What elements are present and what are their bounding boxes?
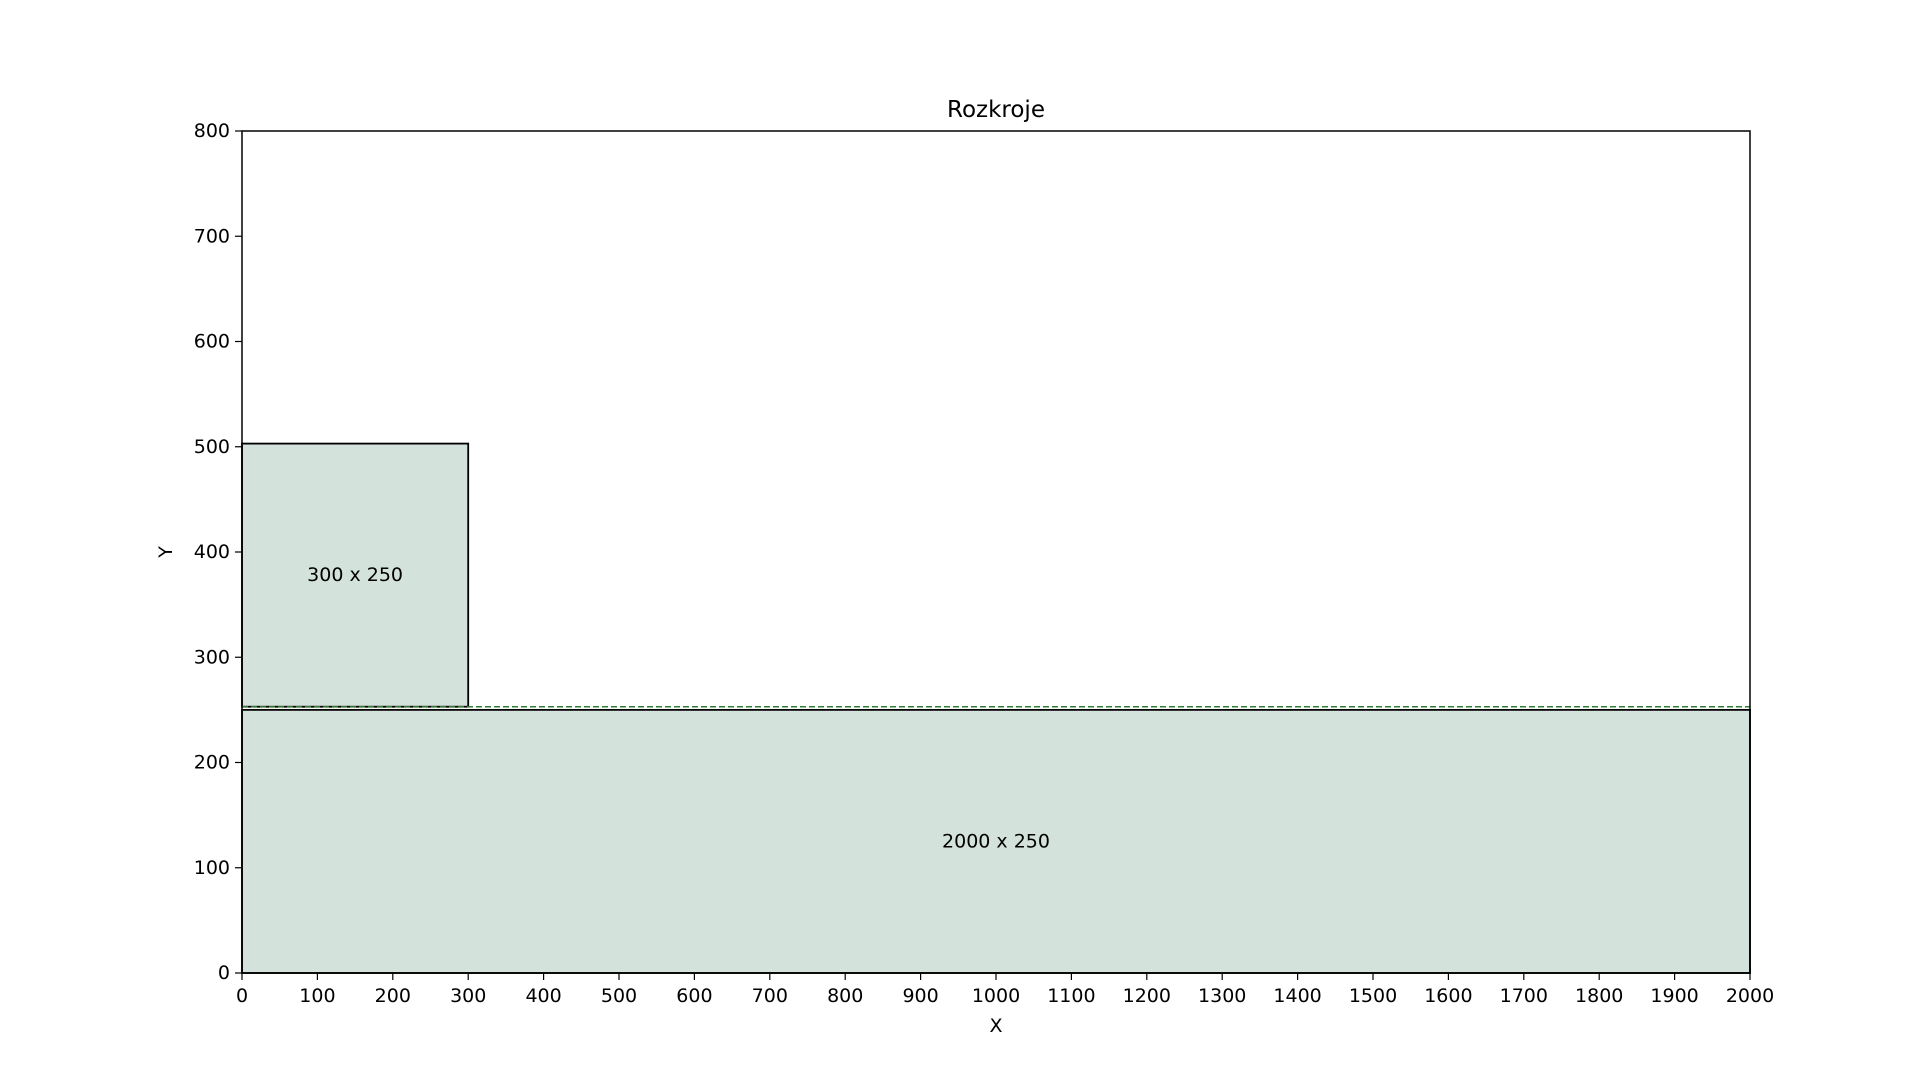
x-tick-label: 1600 xyxy=(1424,985,1472,1007)
x-tick-label: 300 xyxy=(450,985,486,1007)
x-tick-label: 1700 xyxy=(1500,985,1548,1007)
x-tick-label: 1100 xyxy=(1047,985,1095,1007)
x-axis-label: X xyxy=(989,1015,1002,1037)
x-tick-label: 400 xyxy=(525,985,561,1007)
y-axis-ticks: 0 100 200 300 400 500 600 700 800 xyxy=(194,120,242,984)
cut-piece-rect xyxy=(241,708,1751,974)
x-tick-label: 800 xyxy=(827,985,863,1007)
y-tick-label: 0 xyxy=(218,962,230,984)
x-tick-label: 1500 xyxy=(1349,985,1397,1007)
cut-piece-label: 300 x 250 xyxy=(307,564,403,586)
x-tick-label: 500 xyxy=(601,985,637,1007)
x-tick-label: 600 xyxy=(676,985,712,1007)
x-tick-label: 1200 xyxy=(1123,985,1171,1007)
cut-piece-rect xyxy=(241,442,470,708)
rectangles-layer: 2000 x 250 300 x 250 xyxy=(241,442,1751,974)
y-tick-label: 700 xyxy=(194,225,230,247)
y-axis-label: Y xyxy=(155,546,177,559)
y-tick-label: 500 xyxy=(194,436,230,458)
x-tick-label: 0 xyxy=(236,985,248,1007)
y-tick-label: 300 xyxy=(194,646,230,668)
x-tick-label: 1900 xyxy=(1650,985,1698,1007)
y-tick-label: 200 xyxy=(194,752,230,774)
x-tick-label: 2000 xyxy=(1726,985,1774,1007)
y-tick-label: 100 xyxy=(194,857,230,879)
y-tick-label: 600 xyxy=(194,331,230,353)
x-tick-label: 1300 xyxy=(1198,985,1246,1007)
x-tick-label: 1000 xyxy=(972,985,1020,1007)
x-tick-label: 1400 xyxy=(1273,985,1321,1007)
y-tick-label: 800 xyxy=(194,120,230,142)
cut-piece-1: 2000 x 250 xyxy=(241,708,1751,974)
x-tick-label: 100 xyxy=(299,985,335,1007)
cut-piece-2: 300 x 250 xyxy=(241,442,470,708)
x-axis-ticks: 0 100 200 300 400 500 600 700 800 900 1000 1100 1200… xyxy=(236,973,1774,1007)
chart-title: Rozkroje xyxy=(947,97,1045,123)
cut-piece-label: 2000 x 250 xyxy=(942,830,1050,852)
y-tick-label: 400 xyxy=(194,541,230,563)
x-tick-label: 200 xyxy=(375,985,411,1007)
x-tick-label: 700 xyxy=(752,985,788,1007)
x-tick-label: 1800 xyxy=(1575,985,1623,1007)
x-tick-label: 900 xyxy=(902,985,938,1007)
